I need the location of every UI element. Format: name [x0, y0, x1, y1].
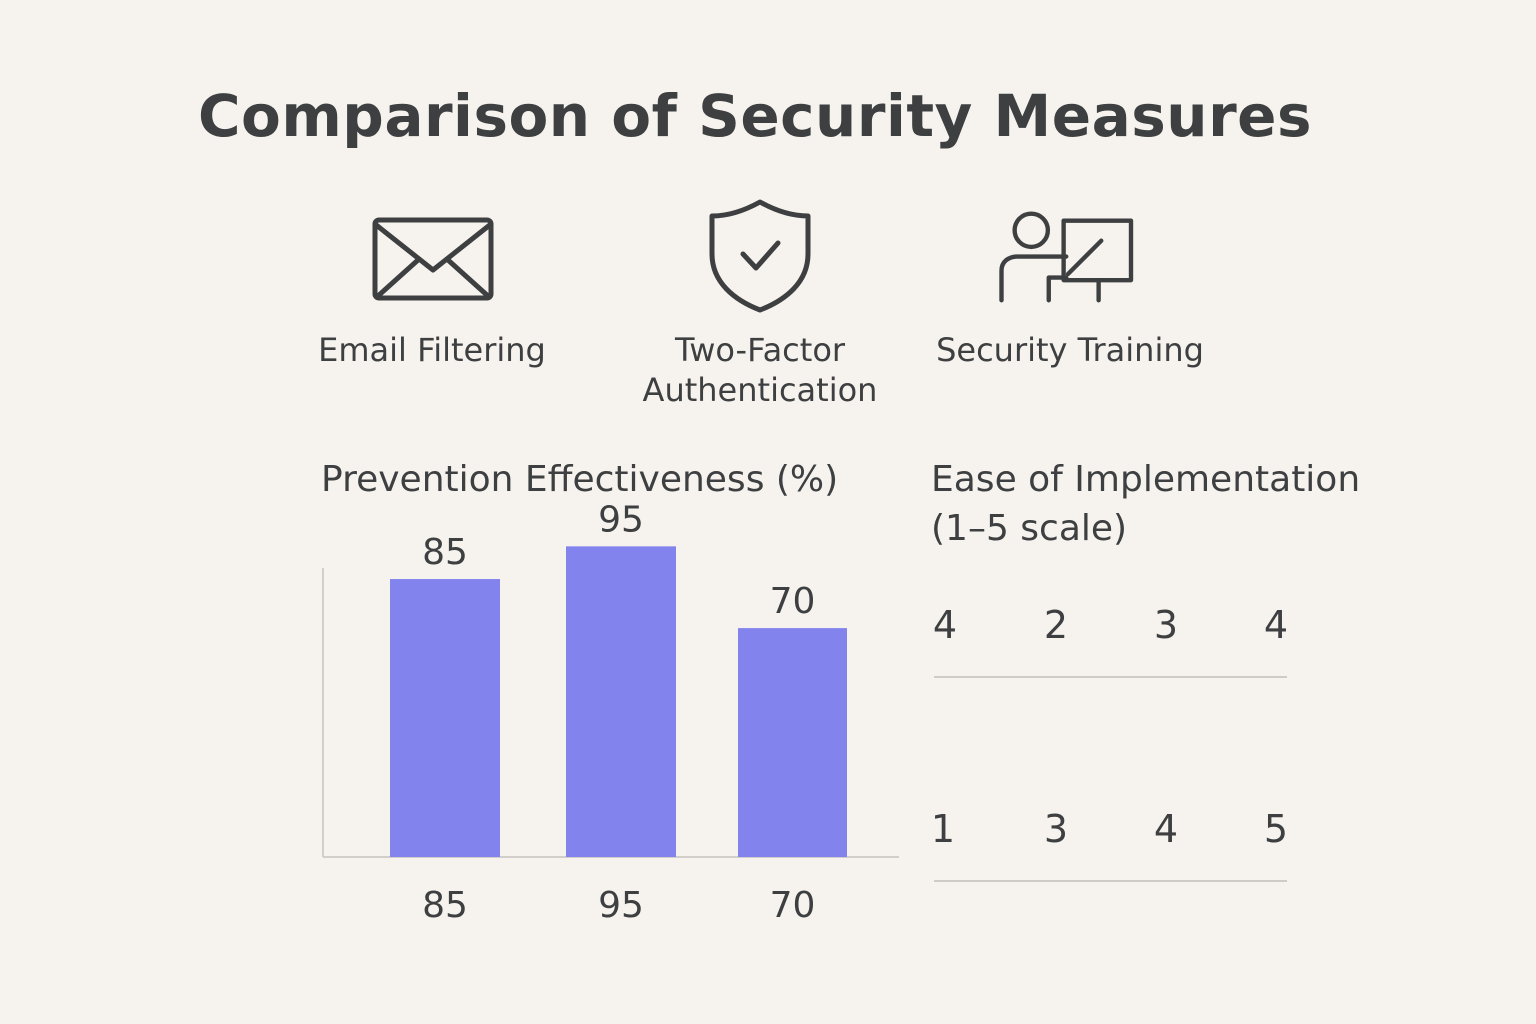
bar-3 [738, 628, 847, 857]
trainer-board-icon [999, 211, 1134, 303]
envelope-icon [372, 217, 494, 301]
bar-bottom-label: 85 [422, 885, 468, 926]
ease-cell: 4 [1263, 603, 1289, 647]
ease-table-subtitle: (1–5 scale) [931, 508, 1128, 549]
bar-bottom-label: 95 [598, 885, 644, 926]
measure-label-security-training: Security Training [936, 331, 1204, 369]
page-title: Comparison of Security Measures [197, 82, 1313, 150]
ease-cell: 3 [1043, 807, 1069, 851]
ease-cell: 4 [1153, 807, 1179, 851]
ease-cell: 3 [1153, 603, 1179, 647]
bar-value-label: 85 [422, 532, 468, 573]
bar-value-label: 95 [598, 499, 644, 540]
effectiveness-chart-title: Prevention Effectiveness (%) [321, 459, 839, 500]
ease-row-divider [934, 880, 1287, 882]
bar-value-label: 70 [770, 581, 816, 622]
bar-bottom-label: 70 [770, 885, 816, 926]
shield-check-icon [709, 199, 811, 313]
ease-cell: 2 [1043, 603, 1069, 647]
measure-label-two-factor-authentication: Two-Factor Authentication [642, 331, 878, 409]
ease-cell: 1 [930, 807, 956, 851]
bar-1 [390, 579, 500, 857]
bar-2 [566, 546, 676, 857]
ease-cell: 4 [932, 603, 958, 647]
ease-row-divider [934, 676, 1287, 678]
measure-label-email-filtering: Email Filtering [318, 331, 546, 369]
ease-cell: 5 [1263, 807, 1289, 851]
ease-table-title: Ease of Implementation [931, 459, 1361, 500]
